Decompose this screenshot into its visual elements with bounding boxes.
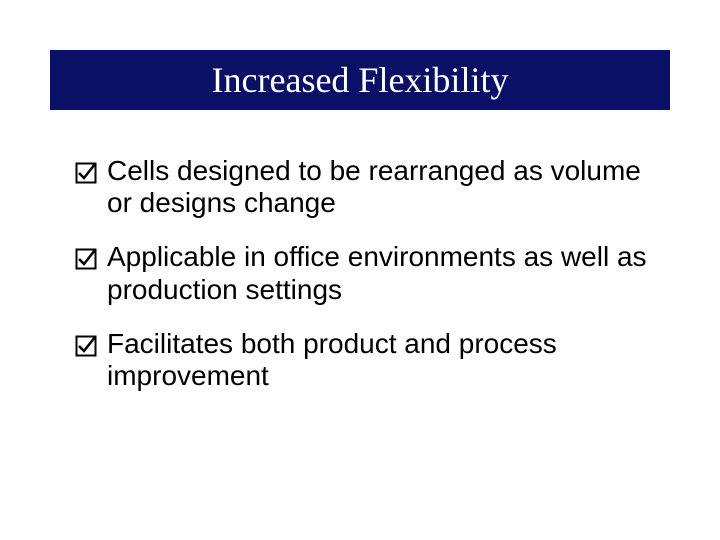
slide: Increased Flexibility Cells designed to … — [0, 0, 720, 540]
bullet-text: Cells designed to be rearranged as volum… — [107, 155, 665, 219]
bullet-item: Applicable in office environments as wel… — [75, 241, 665, 305]
bullet-item: Cells designed to be rearranged as volum… — [75, 155, 665, 219]
checked-box-icon — [75, 332, 97, 364]
bullet-text: Applicable in office environments as wel… — [107, 241, 665, 305]
slide-title: Increased Flexibility — [212, 59, 509, 101]
slide-body: Cells designed to be rearranged as volum… — [75, 155, 665, 392]
checked-box-icon — [75, 245, 97, 277]
bullet-text: Facilitates both product and process imp… — [107, 328, 665, 392]
title-bar: Increased Flexibility — [50, 50, 670, 110]
checked-box-icon — [75, 159, 97, 191]
bullet-item: Facilitates both product and process imp… — [75, 328, 665, 392]
